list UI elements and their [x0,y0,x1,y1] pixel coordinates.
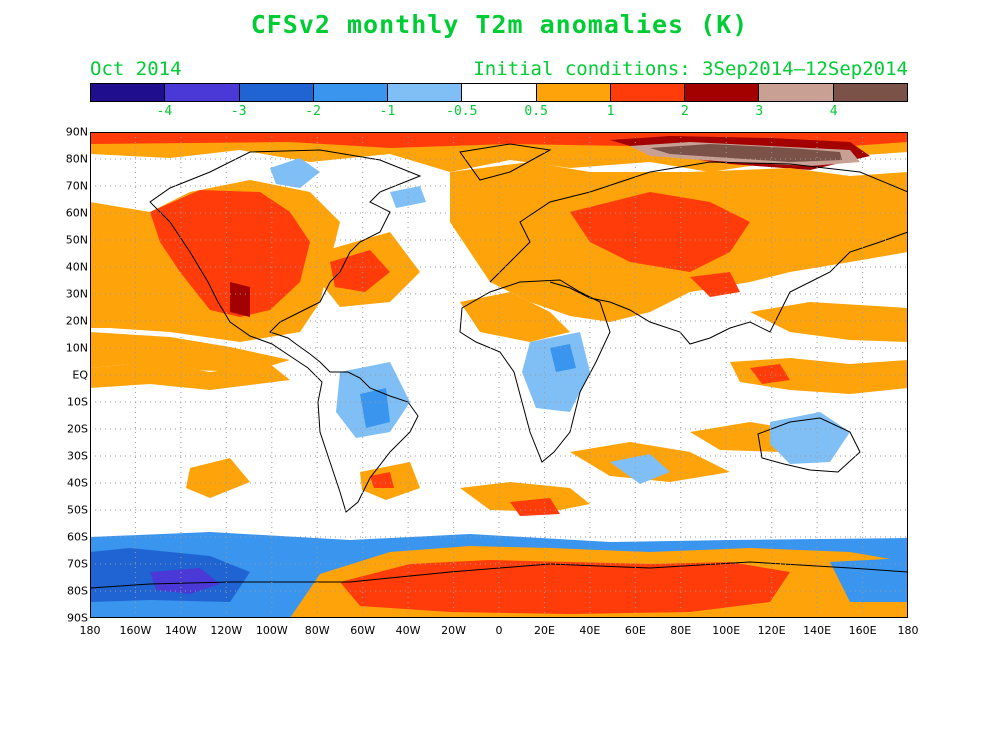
latitude-label: 20N [65,314,88,328]
colorbar-tick-label: 0.5 [524,104,548,119]
colorbar-swatch [759,84,834,101]
colorbar-swatch [313,84,389,101]
colorbar-tick-label: -2 [305,104,321,119]
latitude-label: EQ [72,368,88,382]
colorbar-tick-label: -3 [230,104,247,119]
longitude-label: 120W [210,624,243,637]
colorbar-tick-label: 3 [755,104,764,119]
colorbar-swatch [91,84,166,101]
colorbar [90,83,908,102]
longitude-label: 60W [350,624,376,637]
longitude-label: 100W [255,624,288,637]
colorbar-swatch [165,84,240,101]
longitude-label: 140W [164,624,197,637]
map-border [90,132,908,618]
longitude-label: 100E [712,624,741,637]
colorbar-swatch [536,84,611,101]
colorbar-tick-label: -4 [156,104,173,119]
latitude-label: 40N [65,260,88,274]
longitude-label: 160W [119,624,152,637]
longitude-label: 180 [897,624,919,637]
latitude-label: 50N [65,233,88,247]
latitude-label: 90N [65,125,88,139]
colorbar-swatch [462,84,537,101]
lat-lon-grid [90,132,908,618]
longitude-label: 20E [533,624,555,637]
colorbar-tick-label: 2 [680,104,689,119]
anomaly-field-cool [270,158,850,484]
longitude-label: 60E [624,624,646,637]
latitude-label: 50S [67,503,88,517]
colorbar-tick-label: -0.5 [446,104,478,119]
latitude-label: 30S [67,449,88,463]
map-svg [90,132,908,618]
latitude-label: 80N [65,152,88,166]
colorbar-swatch [388,84,463,101]
anomaly-field-europe-asia [450,162,908,342]
longitude-label: 20W [441,624,466,637]
anomaly-field-north-america [90,180,420,372]
latitude-label: 60S [67,530,88,544]
colorbar-tick-label: -1 [379,104,396,119]
longitude-label: 0 [495,624,503,637]
initial-conditions-label: Initial conditions: 3Sep2014—12Sep2014 [473,58,908,80]
longitude-label: 160E [848,624,877,637]
latitude-label: 30N [65,287,88,301]
longitude-label: 180 [79,624,101,637]
latitude-label: 70S [67,557,88,571]
latitude-label: 10N [65,341,88,355]
latitude-label: 70N [65,179,88,193]
latitude-label: 60N [65,206,88,220]
longitude-label: 80E [670,624,692,637]
colorbar-tick-label: 4 [829,104,838,119]
colorbar-swatch [685,84,760,101]
forecast-month-label: Oct 2014 [90,58,182,80]
anomaly-map [90,132,908,622]
longitude-label: 40E [579,624,601,637]
latitude-label: 90S [67,611,88,625]
latitude-label: 80S [67,584,88,598]
latitude-label: 10S [67,395,88,409]
chart-title: CFSv2 monthly T2m anomalies (K) [250,10,749,39]
longitude-label: 80W [304,624,330,637]
longitude-label: 120E [757,624,786,637]
latitude-label: 40S [67,476,88,490]
latitude-label: 20S [67,422,88,436]
colorbar-swatch [610,84,686,101]
colorbar-swatch [833,84,907,101]
colorbar-swatch [239,84,314,101]
anomaly-field-antarctic [90,532,908,618]
colorbar-tick-label: 1 [606,104,615,119]
longitude-label: 40W [395,624,421,637]
longitude-label: 140E [803,624,832,637]
